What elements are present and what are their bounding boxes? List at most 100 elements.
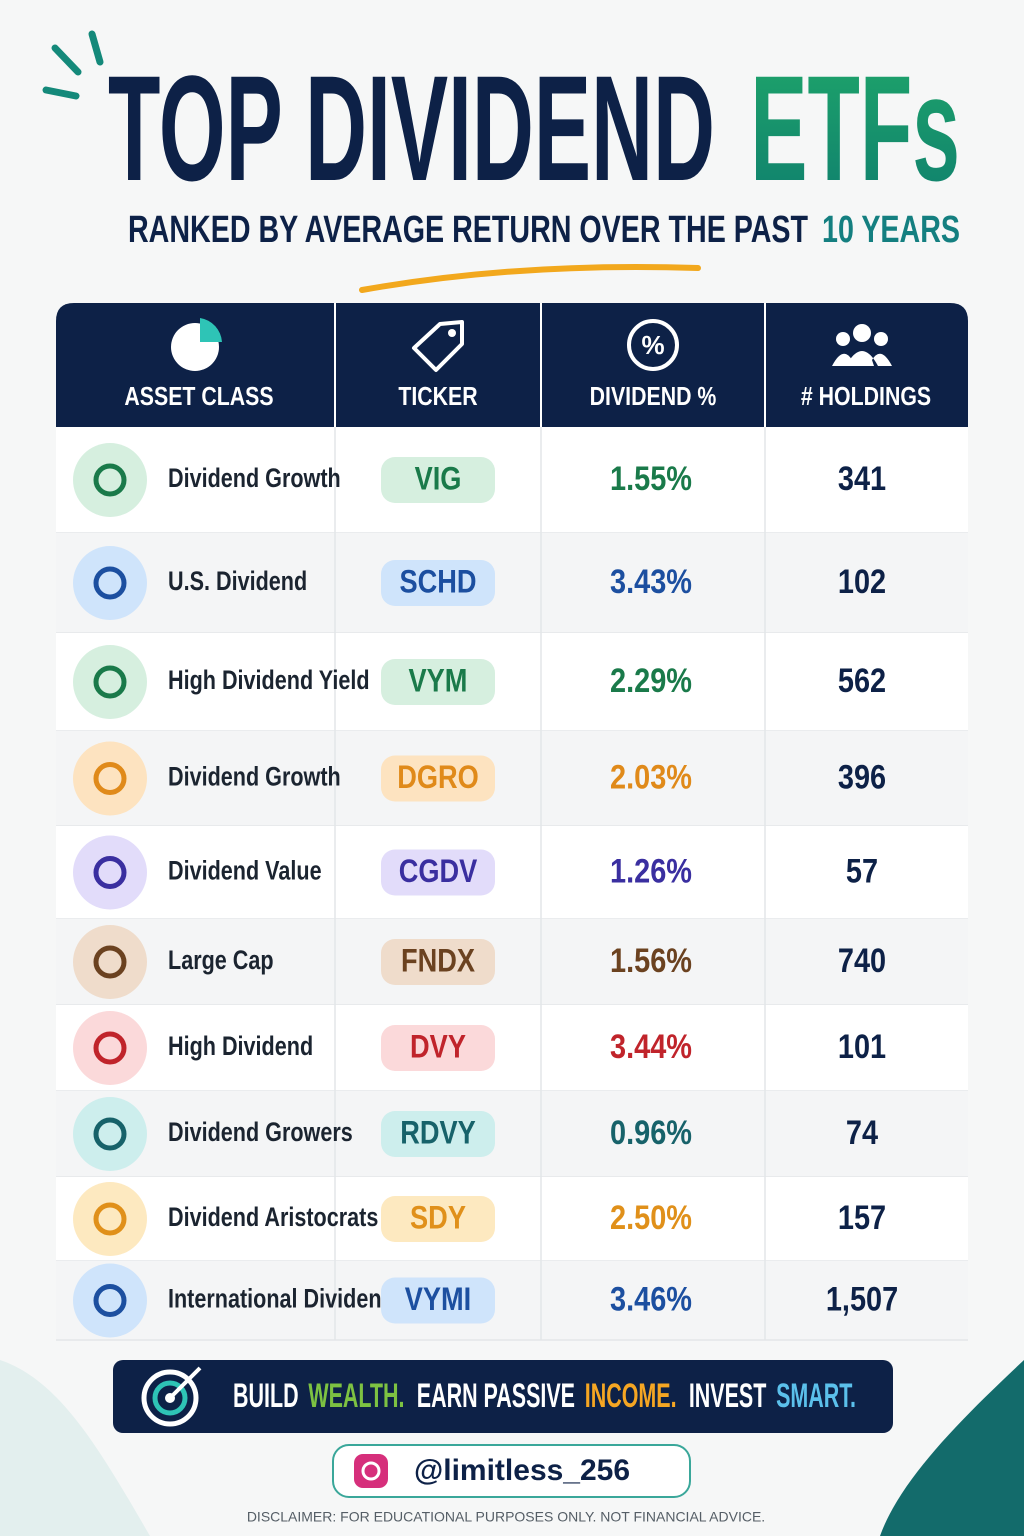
row-background xyxy=(56,533,968,633)
ticker: DGRO xyxy=(397,760,479,796)
ticker: FNDX xyxy=(401,943,475,979)
banner-word: BUILD xyxy=(233,1377,299,1415)
accent-stroke xyxy=(42,86,80,100)
table-row: High Dividend DVY 3.44% 101 xyxy=(56,1005,968,1092)
header-icons: % ASSET CLASS TICKER DIVIDEND % # HOLDINGS xyxy=(124,318,931,411)
row-background xyxy=(56,633,968,731)
target-icon xyxy=(141,1366,202,1427)
subtitle-highlight: 10 YEARS xyxy=(822,209,960,251)
asset-icon xyxy=(73,443,147,517)
holdings: 740 xyxy=(838,941,886,980)
table-row: Dividend Growth VIG 1.55% 341 xyxy=(56,427,968,534)
holdings: 341 xyxy=(838,459,886,498)
dividend-yield: 1.55% xyxy=(610,459,692,498)
banner-word: SMART. xyxy=(776,1377,856,1415)
holdings: 74 xyxy=(846,1113,879,1152)
asset-icon-glyph xyxy=(93,945,127,979)
ticker-pill xyxy=(381,560,495,606)
asset-icon-glyph xyxy=(93,1117,127,1151)
row-background xyxy=(56,1261,968,1340)
asset-class: Dividend Value xyxy=(168,856,322,886)
ticker: SDY xyxy=(410,1200,466,1236)
ticker: CGDV xyxy=(399,854,478,890)
holdings: 101 xyxy=(838,1027,886,1066)
ticker-pill xyxy=(381,1111,495,1157)
holdings: 102 xyxy=(838,562,886,601)
handle-pill[interactable] xyxy=(332,1444,691,1498)
dividend-yield: 2.29% xyxy=(610,661,692,700)
table-header xyxy=(56,303,968,427)
asset-icon xyxy=(73,1097,147,1171)
holdings: 1,507 xyxy=(826,1279,898,1318)
ticker-pill xyxy=(381,939,495,985)
column-header: DIVIDEND % xyxy=(590,382,717,412)
table-body: Dividend Growth VIG 1.55% 341 U.S. Dividend S… xyxy=(56,427,968,1341)
holdings: 562 xyxy=(838,661,886,700)
ticker-pill xyxy=(381,659,495,705)
asset-class: Dividend Growth xyxy=(168,762,341,792)
percent-icon-glyph: % xyxy=(641,330,664,360)
instagram-icon xyxy=(354,1454,388,1488)
table-row: Large Cap FNDX 1.56% 740 xyxy=(56,919,968,1006)
table-row: Dividend Aristocrats SDY 2.50% 157 xyxy=(56,1177,968,1262)
subtitle: RANKED BY AVERAGE RETURN OVER THE PAST 1… xyxy=(128,209,960,251)
dividend-yield: 0.96% xyxy=(610,1113,692,1152)
asset-class: Dividend Aristocrats xyxy=(168,1203,378,1233)
asset-class: U.S. Dividend xyxy=(168,567,307,597)
tag-icon-hole xyxy=(448,329,456,337)
subtitle-main: RANKED BY AVERAGE RETURN OVER THE PAST xyxy=(128,209,808,251)
percent-icon xyxy=(627,319,679,371)
ticker: SCHD xyxy=(399,564,476,600)
table-row: High Dividend Yield VYM 2.29% 562 xyxy=(56,633,968,732)
ticker-pill xyxy=(381,1025,495,1071)
banner xyxy=(113,1360,893,1433)
asset-icon-glyph xyxy=(93,463,127,497)
holdings: 57 xyxy=(846,851,878,890)
asset-class: Large Cap xyxy=(168,946,274,976)
holdings: 396 xyxy=(838,757,886,796)
underline xyxy=(359,263,701,293)
table-row: Dividend Growth DGRO 2.03% 396 xyxy=(56,731,968,827)
asset-icon-glyph xyxy=(93,665,127,699)
ticker: VIG xyxy=(415,461,462,497)
ticker-pill xyxy=(381,755,495,802)
asset-icon-glyph xyxy=(93,856,127,889)
people-icon xyxy=(853,324,871,342)
title-highlight: ETFs xyxy=(750,44,960,212)
holdings: 157 xyxy=(838,1198,886,1237)
ticker-pill xyxy=(381,1196,495,1242)
asset-class: High Dividend xyxy=(168,1032,313,1062)
dividend-yield: 2.50% xyxy=(610,1198,692,1237)
accent-stroke xyxy=(88,30,104,66)
row-background xyxy=(56,1091,968,1177)
ticker: VYM xyxy=(409,663,468,699)
table-row: U.S. Dividend SCHD 3.43% 102 xyxy=(56,533,968,634)
ticker: DVY xyxy=(410,1029,466,1065)
banner-word: WEALTH. xyxy=(308,1377,404,1415)
asset-icon-glyph xyxy=(93,566,127,600)
tag-icon xyxy=(412,320,464,372)
dividend-yield: 1.56% xyxy=(610,941,692,980)
ticker: RDVY xyxy=(400,1115,476,1151)
accent-stroke xyxy=(51,44,82,76)
asset-icon xyxy=(73,925,147,999)
asset-class: Dividend Growers xyxy=(168,1118,353,1148)
row-background xyxy=(56,1005,968,1091)
asset-icon-glyph xyxy=(93,1284,127,1317)
banner-word: INCOME. xyxy=(585,1377,677,1415)
column-header: ASSET CLASS xyxy=(124,382,273,412)
asset-class: Dividend Growth xyxy=(168,464,341,494)
row-background xyxy=(56,1177,968,1261)
target-arrow xyxy=(170,1366,202,1398)
handle[interactable]: @limitless_256 xyxy=(414,1454,630,1487)
dividend-yield: 2.03% xyxy=(610,757,692,796)
asset-icon xyxy=(73,1263,147,1338)
ticker: VYMI xyxy=(405,1282,471,1318)
table-row: Dividend Value CGDV 1.26% 57 xyxy=(56,826,968,920)
ticker-pill xyxy=(381,457,495,503)
column-header: # HOLDINGS xyxy=(801,382,931,412)
ticker-pill xyxy=(381,849,495,896)
people-icon xyxy=(874,332,888,346)
